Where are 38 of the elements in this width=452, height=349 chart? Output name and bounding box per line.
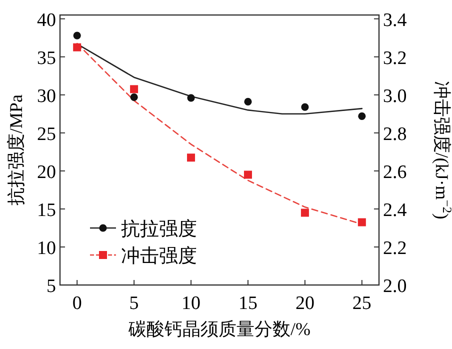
- point: [73, 32, 81, 40]
- point: [358, 218, 366, 226]
- point: [301, 103, 309, 111]
- x-tick-label: 25: [352, 293, 372, 314]
- x-tick-label: 15: [238, 293, 258, 314]
- point: [358, 112, 366, 120]
- y2-tick-label: 2.8: [383, 124, 407, 145]
- y-tick-label: 5: [46, 276, 56, 297]
- y-tick-label: 10: [37, 238, 56, 259]
- x-tick-label: 20: [295, 293, 314, 314]
- point: [187, 94, 195, 102]
- y2-tick-label: 2.6: [383, 162, 407, 183]
- y2-tick-label: 2.0: [383, 276, 407, 297]
- point: [187, 154, 196, 162]
- x-tick-label: 0: [72, 293, 82, 314]
- y-axis-title: 抗拉强度/MPa: [6, 94, 26, 206]
- y2-tick-label: 2.4: [383, 200, 408, 221]
- point: [244, 98, 252, 106]
- y2-tick-label: 3.2: [383, 48, 407, 69]
- point: [300, 208, 309, 217]
- y2-tick-label: 3.0: [383, 86, 407, 107]
- y2-tick-label: 3.4: [383, 10, 408, 31]
- x-tick-label: 5: [129, 293, 139, 314]
- y-tick-label: 20: [37, 162, 56, 183]
- legend-label: 抗拉强度: [121, 218, 197, 240]
- x-axis-title: 碳酸钙晶须质量分数/%: [128, 319, 310, 339]
- x-tick-label: 10: [182, 293, 201, 314]
- y-tick-label: 30: [37, 86, 56, 107]
- point: [244, 170, 252, 179]
- point: [130, 93, 138, 101]
- point: [73, 43, 82, 52]
- point: [130, 85, 138, 94]
- y2-tick-label: 2.2: [383, 238, 407, 259]
- y-tick-label: 15: [37, 200, 56, 221]
- y-tick-label: 40: [37, 10, 56, 31]
- y-tick-label: 35: [37, 48, 56, 69]
- legend-label: 冲击强度: [121, 245, 197, 267]
- y-tick-label: 25: [37, 124, 56, 145]
